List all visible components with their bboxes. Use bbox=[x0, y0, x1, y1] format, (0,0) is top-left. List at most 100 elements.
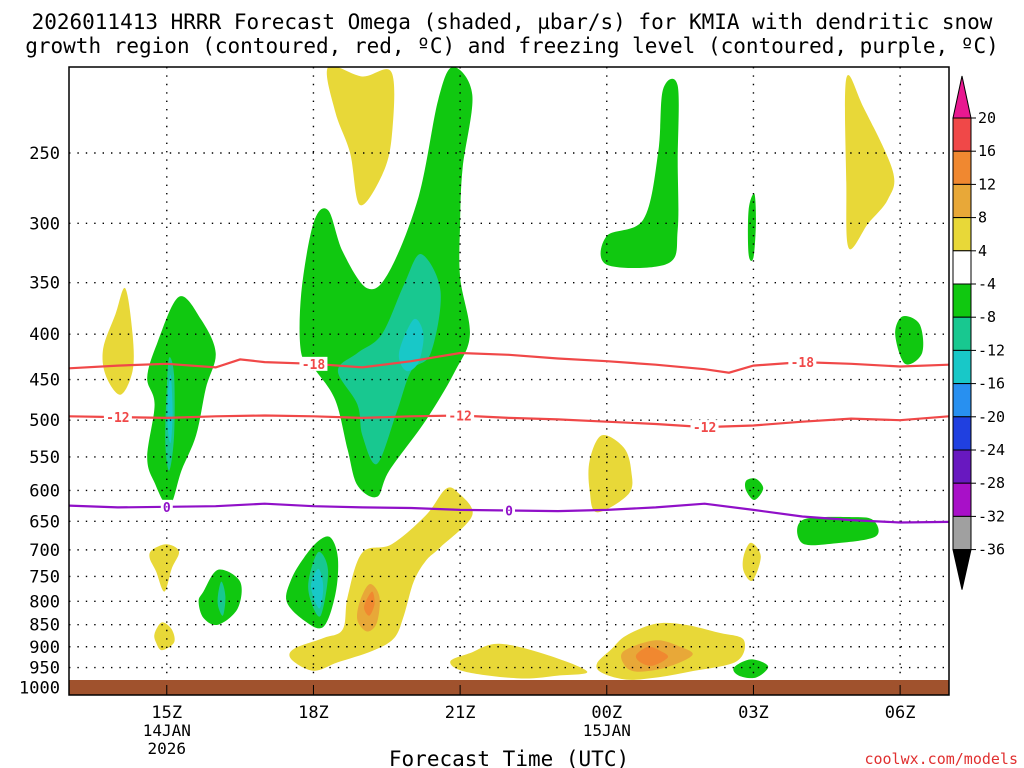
colorbar-label: -20 bbox=[978, 408, 1005, 426]
contour-layer: -18 -18 -12 -12 -12 0 0 bbox=[69, 351, 949, 524]
colorbar-bin bbox=[952, 217, 972, 252]
contour-label-bg bbox=[103, 410, 132, 425]
omega-region-4 bbox=[154, 622, 175, 651]
colorbar-bottom-arrow bbox=[952, 549, 972, 590]
omega-region-neg4 bbox=[147, 296, 216, 507]
contour-label-bg bbox=[160, 499, 173, 514]
x-tick-label: 03Z bbox=[738, 703, 769, 723]
colorbar-bin bbox=[952, 383, 972, 418]
omega-region-neg12 bbox=[398, 318, 424, 372]
y-tick-label: 1000 bbox=[19, 678, 60, 698]
colorbar-top-arrow bbox=[952, 75, 972, 119]
omega-region-4 bbox=[742, 542, 761, 582]
pressure-axis: 2503003504004505005506006507007508008509… bbox=[19, 144, 60, 698]
colorbar-label: -36 bbox=[978, 541, 1005, 559]
colorbar-label: 16 bbox=[978, 142, 996, 160]
contour-label: -12 bbox=[106, 411, 129, 426]
x-tick-label: 00Z bbox=[591, 703, 622, 723]
omega-region-4 bbox=[588, 434, 633, 513]
omega-region-neg4 bbox=[895, 316, 924, 365]
y-tick-label: 750 bbox=[29, 567, 60, 587]
colorbar-label: -24 bbox=[978, 441, 1005, 459]
contour-label: -12 bbox=[693, 421, 716, 436]
y-tick-label: 450 bbox=[29, 371, 60, 391]
colorbar-label: -4 bbox=[978, 275, 996, 293]
contour-label: -18 bbox=[302, 358, 326, 373]
omega-region-neg4 bbox=[600, 78, 679, 269]
y-tick-label: 650 bbox=[29, 512, 60, 532]
x-tick-date: 15JAN bbox=[583, 721, 631, 740]
colorbar-label: -8 bbox=[978, 308, 996, 326]
omega-region-4 bbox=[844, 75, 895, 250]
contour-label-bg bbox=[788, 355, 817, 370]
plot-frame bbox=[68, 66, 950, 696]
omega-region-4 bbox=[149, 544, 180, 592]
y-tick-label: 600 bbox=[29, 481, 60, 501]
chart-title-line-2: growth region (contoured, red, ºC) and f… bbox=[25, 34, 999, 58]
contour-label-bg bbox=[299, 356, 328, 371]
contour-line bbox=[69, 351, 949, 374]
x-tick-year: 2026 bbox=[148, 739, 187, 758]
colorbar-bin bbox=[952, 515, 972, 551]
x-tick-label: 18Z bbox=[298, 703, 329, 723]
colorbar-bin bbox=[952, 482, 972, 517]
x-tick-date: 14JAN bbox=[143, 721, 191, 740]
contour-label-bg bbox=[446, 408, 475, 423]
pressure-grid bbox=[69, 67, 949, 680]
colorbar-bin bbox=[952, 349, 972, 385]
y-tick-label: 850 bbox=[29, 616, 60, 636]
colorbar-label: -32 bbox=[978, 507, 1005, 525]
colorbar-label: 8 bbox=[978, 209, 987, 227]
omega-region-neg8 bbox=[217, 581, 226, 616]
y-tick-label: 900 bbox=[29, 638, 60, 658]
y-tick-label: 700 bbox=[29, 541, 60, 561]
chart-title-line-1: 2026011413 HRRR Forecast Omega (shaded, … bbox=[32, 10, 993, 34]
omega-region-4 bbox=[102, 287, 134, 395]
contour-label-bg bbox=[503, 503, 515, 518]
omega-colorbar: 20 16 12 8 4 -4 -8 -12 -16 -20 -24 -28 -32 -36 bbox=[952, 75, 1005, 590]
credit-text: coolwx.com/models bbox=[864, 750, 1018, 768]
colorbar-label: 4 bbox=[978, 242, 987, 260]
y-tick-label: 350 bbox=[29, 274, 60, 294]
contour-label: -12 bbox=[448, 410, 471, 425]
ground-surface-bar bbox=[69, 680, 949, 695]
y-tick-label: 400 bbox=[29, 325, 60, 345]
omega-region-neg4 bbox=[733, 659, 769, 679]
colorbar-bin bbox=[952, 117, 972, 152]
omega-region-4 bbox=[289, 487, 473, 671]
x-tick-label: 06Z bbox=[885, 703, 916, 723]
omega-region-neg12 bbox=[310, 568, 324, 609]
colorbar-bin bbox=[952, 183, 972, 219]
contour-line bbox=[69, 414, 949, 429]
colorbar-bin bbox=[952, 283, 972, 318]
colorbar-label: -16 bbox=[978, 375, 1005, 393]
y-tick-label: 300 bbox=[29, 214, 60, 234]
colorbar-label: 12 bbox=[978, 175, 996, 193]
colorbar-bin bbox=[952, 316, 972, 351]
colorbar-label: -28 bbox=[978, 474, 1005, 492]
contour-label: 0 bbox=[505, 504, 513, 519]
y-tick-label: 950 bbox=[29, 659, 60, 679]
omega-region-neg8 bbox=[337, 254, 441, 465]
omega-shading-layer bbox=[102, 67, 924, 680]
contour-label-bg bbox=[690, 420, 719, 435]
y-tick-label: 550 bbox=[29, 448, 60, 468]
colorbar-bin bbox=[952, 150, 972, 185]
colorbar-label: -12 bbox=[978, 341, 1005, 359]
contour-label: -18 bbox=[791, 356, 815, 371]
y-tick-label: 500 bbox=[29, 411, 60, 431]
colorbar-bin bbox=[952, 250, 972, 285]
omega-region-4 bbox=[326, 67, 395, 206]
omega-region-neg4 bbox=[797, 516, 879, 546]
omega-region-neg12 bbox=[167, 374, 173, 444]
omega-region-12 bbox=[364, 591, 375, 616]
y-tick-label: 250 bbox=[29, 144, 60, 164]
x-tick-label: 21Z bbox=[445, 703, 476, 723]
contour-label: 0 bbox=[163, 501, 171, 516]
x-axis-title: Forecast Time (UTC) bbox=[389, 747, 629, 768]
y-tick-label: 800 bbox=[29, 592, 60, 612]
omega-region-neg4 bbox=[744, 478, 764, 501]
omega-region-12 bbox=[635, 646, 669, 666]
